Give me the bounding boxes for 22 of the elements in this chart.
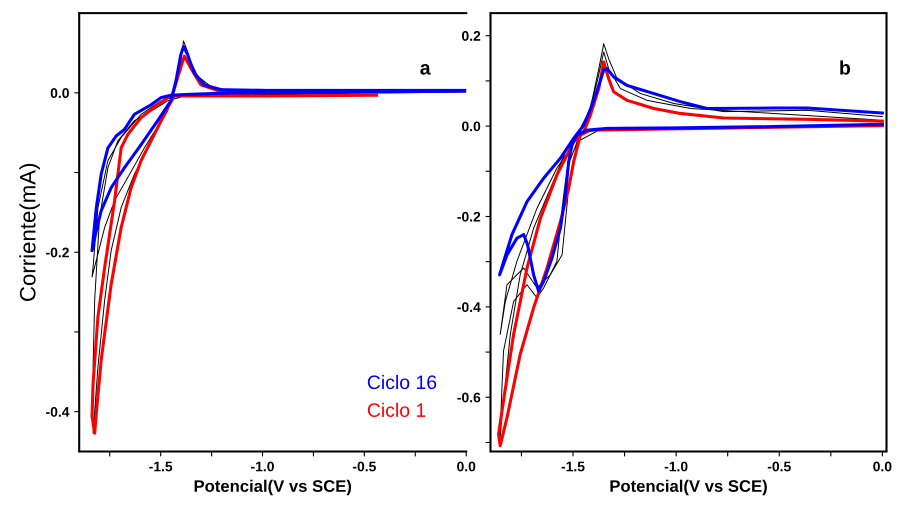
y-axis-title: Corriente(mA): [19, 164, 40, 301]
x-tick-label: -0.5: [768, 462, 791, 472]
y-tick-label: -0.2: [46, 248, 69, 258]
y-tick-label: -0.6: [457, 392, 480, 402]
text: Ciclo 16: [368, 374, 436, 390]
y-tick-label: 0.0: [50, 88, 69, 98]
x-tick-label: -1.0: [251, 462, 274, 472]
y-tick-label: -0.4: [46, 406, 70, 417]
x-tick-label: -1.5: [149, 462, 172, 472]
x-tick-label: -0.5: [352, 462, 376, 472]
y-tick-label: 0.0: [462, 121, 480, 132]
x-axis-title: Potencial(V vs SCE): [194, 480, 352, 496]
x-axis-title: Potencial(V vs SCE): [610, 480, 767, 496]
x-tick-label: -1.5: [562, 462, 585, 472]
annotation: a: [420, 64, 431, 75]
y-tick-label: 0.2: [462, 31, 480, 41]
x-tick-label: 0.0: [873, 462, 892, 472]
text: Ciclo 1: [368, 402, 426, 418]
y-tick-label: -0.2: [457, 212, 480, 222]
y-tick-label: -0.4: [457, 302, 481, 312]
annotation: b: [840, 60, 850, 75]
x-tick-label: -1.0: [664, 462, 688, 472]
